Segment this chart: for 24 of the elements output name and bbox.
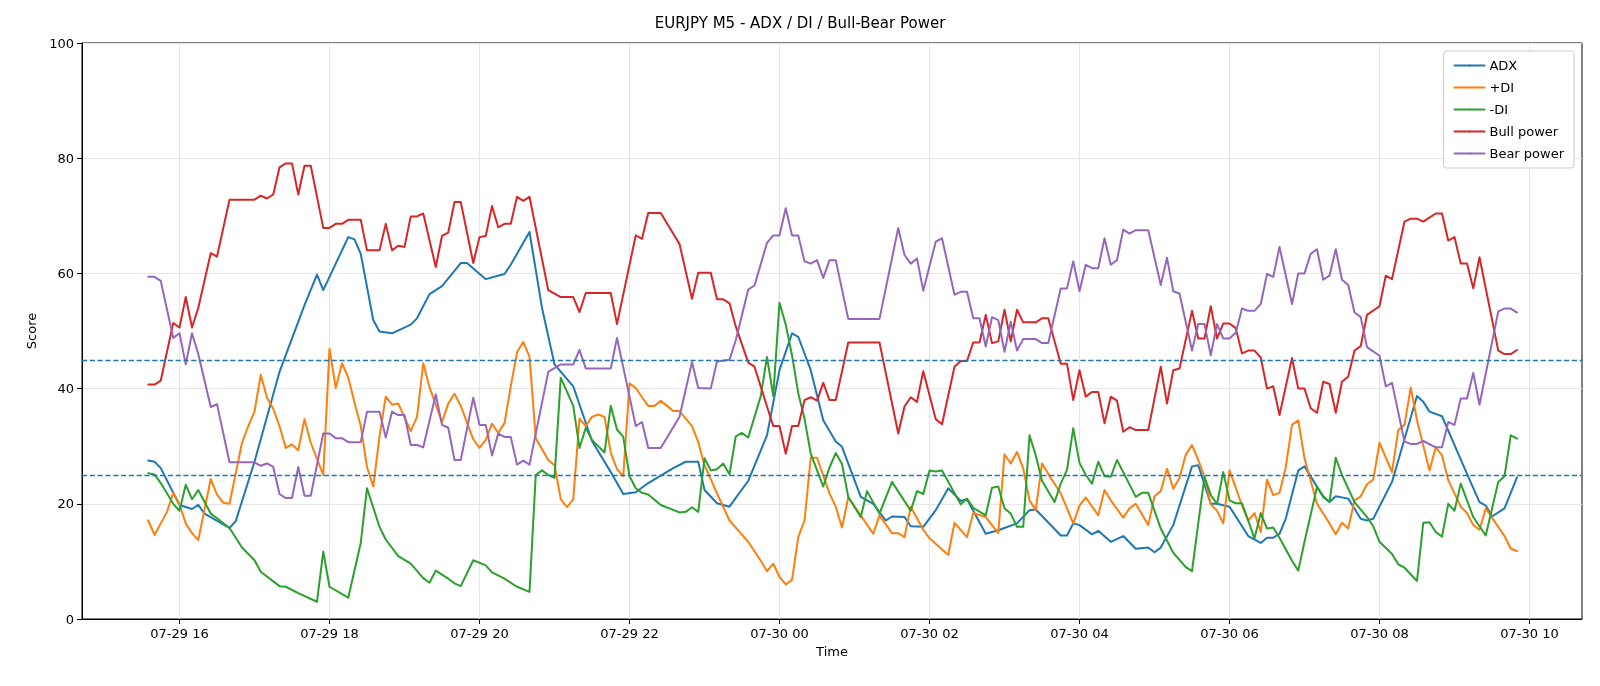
y-tick-label: 80 (57, 150, 74, 166)
x-axis-title: Time (815, 644, 848, 659)
chart-title: EURJPY M5 - ADX / DI / Bull-Bear Power (654, 13, 947, 32)
x-tick-label: 07-30 04 (1050, 626, 1109, 641)
legend-label: Bear power (1489, 146, 1565, 161)
x-tick-label: 07-30 06 (1200, 626, 1259, 641)
x-tick-label: 07-29 22 (600, 626, 659, 641)
x-tick-label: 07-29 16 (150, 626, 209, 641)
legend-label: +DI (1489, 80, 1515, 95)
y-tick-label: 20 (57, 496, 74, 512)
x-tick-label: 07-30 00 (750, 626, 809, 641)
legend-label: -DI (1489, 102, 1509, 117)
y-tick-label: 100 (49, 35, 74, 51)
legend-label: Bull power (1489, 124, 1559, 139)
x-tick-label: 07-30 08 (1350, 626, 1409, 641)
y-tick-label: 60 (57, 265, 74, 281)
x-tick-label: 07-30 10 (1500, 626, 1559, 641)
x-tick-label: 07-30 02 (900, 626, 959, 641)
y-axis-title: Score (24, 312, 39, 350)
legend-label: ADX (1489, 58, 1518, 73)
y-tick-label: 40 (57, 381, 74, 397)
x-tick-label: 07-29 20 (450, 626, 509, 641)
x-tick-label: 07-29 18 (300, 626, 359, 641)
y-tick-label: 0 (65, 611, 74, 627)
